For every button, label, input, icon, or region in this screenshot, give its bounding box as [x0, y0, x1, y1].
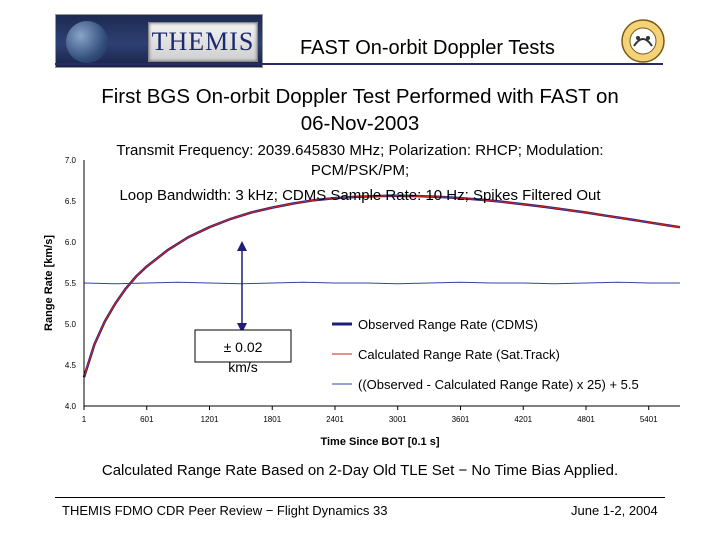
arrow-down-icon	[237, 323, 247, 333]
y-tick-label: 5.0	[65, 320, 77, 329]
x-tick-label: 5401	[640, 415, 658, 424]
x-tick-label: 4801	[577, 415, 595, 424]
x-tick-label: 1	[82, 415, 87, 424]
x-tick-label: 3601	[452, 415, 470, 424]
x-tick-label: 4201	[514, 415, 532, 424]
y-tick-label: 6.5	[65, 197, 77, 206]
y-tick-label: 4.5	[65, 361, 77, 370]
footer-date: June 1-2, 2004	[571, 503, 658, 518]
y-tick-label: 5.5	[65, 279, 77, 288]
series-line-calculated	[83, 195, 681, 378]
y-axis-label: Range Rate [km/s]	[43, 235, 55, 331]
y-tick-labels: 4.0 4.5 5.0 5.5 6.0 6.5 7.0	[65, 156, 77, 411]
themis-logo: THEMIS	[55, 14, 263, 68]
footer-left: THEMIS FDMO CDR Peer Review − Flight Dyn…	[62, 503, 388, 518]
heading-line-1: First BGS On-orbit Doppler Test Performe…	[101, 85, 619, 108]
x-tick-label: 3001	[389, 415, 407, 424]
annotation-box	[194, 329, 292, 363]
chart-title-line-3: Loop Bandwidth: 3 kHz; CDMS Sample Rate:…	[119, 187, 601, 204]
slide-heading: First BGS On-orbit Doppler Test Performe…	[0, 83, 720, 137]
chart-series	[82, 194, 681, 378]
legend-label-observed: Observed Range Rate (CDMS)	[358, 317, 538, 332]
tolerance-annotation: ± 0.02 km/s	[194, 241, 292, 375]
legend-label-residual: ((Observed - Calculated Range Rate) x 25…	[358, 377, 639, 392]
series-line-residual	[83, 281, 680, 285]
annotation-text-1: ± 0.02	[224, 339, 263, 355]
arrow-up-icon	[237, 241, 247, 251]
legend-label-calculated: Calculated Range Rate (Sat.Track)	[358, 347, 560, 362]
legend-background	[326, 314, 686, 394]
logo-text: THEMIS	[151, 27, 255, 56]
y-tick-label: 7.0	[65, 156, 77, 165]
chart-legend: Observed Range Rate (CDMS) Calculated Ra…	[326, 314, 686, 394]
chart-note: Calculated Range Rate Based on 2-Day Old…	[101, 462, 619, 479]
x-tick-label: 1201	[201, 415, 219, 424]
x-tick-label: 2401	[326, 415, 344, 424]
themis-mission-badge-icon	[621, 19, 665, 63]
x-axis-label: Time Since BOT [0.1 s]	[320, 436, 439, 448]
range-rate-chart: 4.0 4.5 5.0 5.5 6.0 6.5 7.0 1 601 1201 1801 2401 30…	[43, 142, 686, 448]
annotation-text-2: km/s	[228, 359, 258, 375]
chart-title-line-2: PCM/PSK/PM;	[311, 162, 409, 179]
x-tick-label: 601	[140, 415, 154, 424]
title-divider	[55, 63, 663, 65]
chart-title-line-1: Transmit Frequency: 2039.645830 MHz; Pol…	[116, 142, 603, 159]
heading-line-2: 06-Nov-2003	[300, 112, 420, 135]
footer-divider	[55, 497, 665, 498]
slide-title: FAST On-orbit Doppler Tests	[300, 37, 555, 59]
x-tick-label: 1801	[263, 415, 281, 424]
x-tick-labels: 1 601 1201 1801 2401 3001 3601 4201 4801 5401	[82, 406, 658, 424]
y-tick-label: 4.0	[65, 402, 77, 411]
earth-icon	[66, 21, 108, 63]
y-tick-label: 6.0	[65, 238, 77, 247]
